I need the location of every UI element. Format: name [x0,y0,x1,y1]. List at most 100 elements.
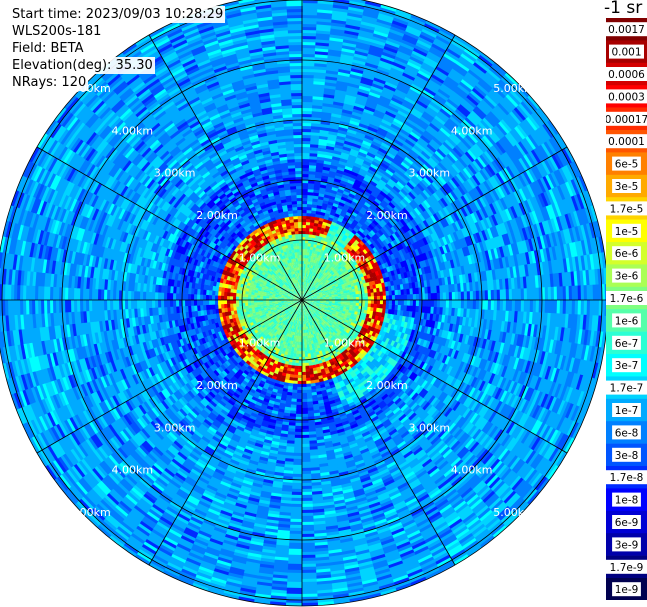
ppi-cell [307,263,310,268]
ppi-cell [371,38,387,47]
ppi-cell [310,213,316,218]
ppi-cell [302,53,316,58]
ppi-cell [348,6,365,13]
ppi-cell [340,53,355,60]
ppi-cell [307,200,313,205]
ppi-cell [302,167,310,172]
ppi-cell [360,79,374,87]
ppi-cell [302,185,309,190]
ppi-cell [358,29,375,37]
ppi-cell [340,179,348,186]
ppi-cell [388,31,404,40]
ppi-cell [302,161,310,166]
ppi-cell [306,257,309,262]
ppi-cell [309,277,312,281]
ppi-cell [303,291,306,295]
ppi-cell [302,0,319,4]
ppi-cell [302,236,306,241]
ppi-cell [304,275,306,280]
ppi-cell [309,221,315,226]
ppi-cell [306,282,309,286]
ppi-cell [302,143,311,148]
ppi-cell [361,73,375,81]
ppi-cell [329,36,345,43]
ppi-cell [316,244,320,249]
ppi-cell [307,270,310,274]
ppi-cell [336,77,350,83]
ppi-cell [312,246,317,251]
ppi-cell [304,257,307,262]
ppi-cell [303,260,307,265]
ppi-cell [362,11,379,20]
ppi-cell [310,140,320,145]
ppi-cell [307,185,315,190]
ppi-cell [362,111,374,119]
ppi-cell [335,141,345,147]
ppi-cell [349,151,359,158]
ppi-cell [309,161,317,166]
ppi-cell [339,182,347,189]
ppi-cell [302,11,318,16]
ppi-cell [302,230,306,235]
ppi-cell [361,76,375,84]
ppi-cell [302,137,311,142]
ppi-cell [363,6,381,14]
ppi-cell [302,287,304,292]
ppi-cell [302,71,315,76]
ppi-cell [308,173,316,178]
ppi-cell [343,32,359,39]
ppi-cell [353,105,365,112]
ppi-cell [342,171,351,177]
ppi-cell [302,74,315,79]
ppi-cell [344,97,357,104]
ppi-cell [348,122,360,129]
ppi-cell [310,274,314,279]
ppi-cell [302,56,316,61]
ppi-cell [352,142,362,149]
ppi-cell [334,89,347,95]
ppi-cell [336,80,349,86]
ppi-cell [304,272,307,277]
ppi-cell [303,269,306,274]
ppi-cell [302,173,309,178]
ppi-cell [345,21,362,28]
ppi-cell [305,285,308,289]
ppi-cell [302,197,308,202]
ppi-cell [311,234,316,239]
ppi-cell [305,230,310,235]
ppi-cell [341,148,351,155]
ppi-cell [341,47,356,54]
ppi-cell [305,288,308,292]
ppi-cell [367,94,381,102]
ppi-cell [331,16,348,22]
ppi-cell [330,115,342,122]
ppi-cell [309,227,314,232]
ppi-cell [305,236,309,241]
ppi-cell [359,119,371,127]
ppi-cell [343,168,352,175]
ppi-cell [310,255,314,260]
ppi-cell [304,288,307,292]
ppi-cell [310,246,314,251]
ppi-cell [306,276,309,280]
ppi-cell [370,85,384,93]
ppi-cell [337,71,351,78]
ppi-cell [363,108,375,116]
ppi-cell [361,17,378,25]
ppi-cell [332,4,350,10]
ppi-cell [353,139,363,147]
ppi-cell [302,128,312,133]
ppi-cell [350,114,362,121]
ppi-cell [302,62,316,67]
ppi-cell [380,4,398,13]
ppi-cell [329,39,344,46]
ppi-cell [306,209,312,214]
ppi-cell [383,45,399,54]
ppi-cell [358,122,370,130]
ppi-cell [303,287,305,292]
ppi-cell [333,95,346,101]
ppi-cell [305,263,308,268]
ppi-cell [306,218,311,223]
ppi-cell [302,155,310,160]
ppi-cell [332,202,339,208]
